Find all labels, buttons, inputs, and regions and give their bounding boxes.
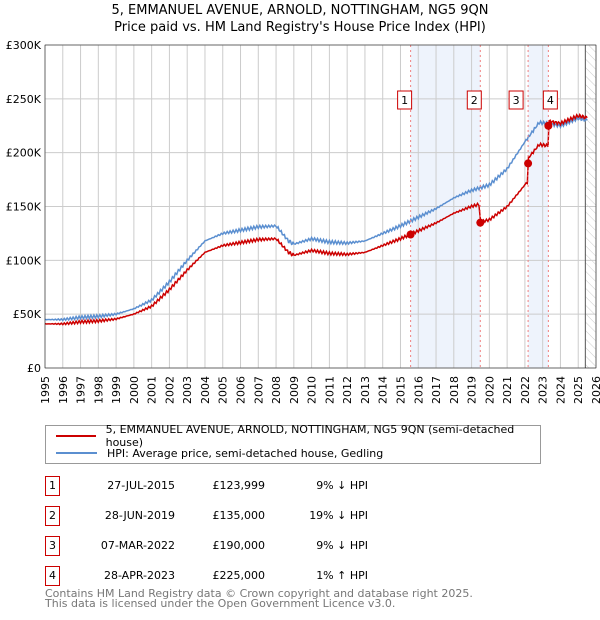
sale-hpi-diff: 9% ↓ HPI <box>316 539 368 552</box>
x-tick-label: 2012 <box>341 376 354 404</box>
y-tick-label: £250K <box>6 93 42 106</box>
x-tick-label: 1998 <box>92 376 105 404</box>
x-tick-label: 2016 <box>412 376 425 404</box>
sale-row: 4 28-APR-2023 £225,000 1% ↑ HPI <box>45 566 445 586</box>
y-tick-label: £300K <box>6 39 42 52</box>
sale-point <box>476 218 485 227</box>
y-tick-label: £200K <box>6 147 42 160</box>
x-tick-label: 1996 <box>57 376 70 404</box>
sale-label: 4 <box>547 94 554 107</box>
sale-number: 3 <box>45 536 60 556</box>
sale-date: 28-APR-2023 <box>103 569 175 582</box>
x-tick-label: 2006 <box>235 376 248 404</box>
sale-label: 1 <box>401 94 408 107</box>
sale-number: 4 <box>45 566 60 586</box>
x-tick-label: 2020 <box>483 376 496 404</box>
sale-price: £135,000 <box>212 509 266 522</box>
sale-label: 3 <box>513 94 520 107</box>
sale-price: £190,000 <box>212 539 266 552</box>
x-tick-label: 2000 <box>128 376 141 404</box>
footer-line-2: This data is licensed under the Open Gov… <box>45 597 396 610</box>
sale-hpi-diff: 1% ↑ HPI <box>316 569 368 582</box>
y-tick-label: £150K <box>6 201 42 214</box>
x-tick-label: 2017 <box>430 376 443 404</box>
sale-row: 2 28-JUN-2019 £135,000 19% ↓ HPI <box>45 506 445 526</box>
chart-subtitle: Price paid vs. HM Land Registry's House … <box>114 20 486 35</box>
x-tick-label: 2024 <box>554 376 567 404</box>
y-tick-label: £0 <box>27 362 41 375</box>
x-tick-label: 2003 <box>181 376 194 404</box>
plot-area: 1995 1996 1997 1998 1999 2000 2001 2002 2003 2004… <box>6 39 600 404</box>
x-tick-label: 2007 <box>252 376 265 404</box>
sale-label-box <box>397 90 413 110</box>
x-tick-label: 2010 <box>306 376 319 404</box>
hpi-line <box>44 115 588 322</box>
x-tick-label: 2014 <box>377 376 390 404</box>
x-tick-label: 1995 <box>39 376 52 404</box>
sale-label-box <box>466 90 482 110</box>
sale-label-box <box>508 90 524 110</box>
x-tick-label: 2019 <box>466 376 479 404</box>
sale-label-box <box>542 90 558 110</box>
sale-price: £123,999 <box>212 479 266 492</box>
chart-title: 5, EMMANUEL AVENUE, ARNOLD, NOTTINGHAM, … <box>111 3 489 18</box>
x-tick-label: 2008 <box>270 376 283 404</box>
x-tick-label: 1997 <box>75 376 88 404</box>
x-tick-label: 2015 <box>394 376 407 404</box>
x-tick-label: 2021 <box>501 376 514 404</box>
x-tick-label: 2002 <box>163 376 176 404</box>
plot-frame <box>44 44 597 369</box>
legend-swatch-property <box>56 435 96 437</box>
property-price-line <box>44 113 588 326</box>
sale-label: 2 <box>471 94 478 107</box>
x-tick-label: 2025 <box>572 376 585 404</box>
sale-date: 07-MAR-2022 <box>100 539 175 552</box>
y-tick-label: £100K <box>6 254 42 267</box>
legend: 5, EMMANUEL AVENUE, ARNOLD, NOTTINGHAM, … <box>45 423 541 464</box>
x-tick-label: 2011 <box>323 376 336 404</box>
sale-hpi-diff: 9% ↓ HPI <box>316 479 368 492</box>
legend-label-property: 5, EMMANUEL AVENUE, ARNOLD, NOTTINGHAM, … <box>105 423 515 449</box>
footer: Contains HM Land Registry data © Crown c… <box>45 587 473 610</box>
sale-point <box>544 121 553 130</box>
footer-line-1: Contains HM Land Registry data © Crown c… <box>45 587 473 600</box>
x-tick-label: 2018 <box>448 376 461 404</box>
sale-point <box>406 230 415 239</box>
sale-date: 27-JUL-2015 <box>107 479 175 492</box>
x-tick-label: 2026 <box>590 376 600 404</box>
sale-hpi-diff: 19% ↓ HPI <box>309 509 368 522</box>
x-tick-label: 2004 <box>199 376 212 404</box>
x-tick-label: 2005 <box>217 376 230 404</box>
sale-date: 28-JUN-2019 <box>104 509 175 522</box>
x-tick-label: 2001 <box>146 376 159 404</box>
sale-price: £225,000 <box>212 569 266 582</box>
x-tick-label: 1999 <box>110 376 123 404</box>
sale-row: 1 27-JUL-2015 £123,999 9% ↓ HPI <box>45 476 445 496</box>
sale-number: 2 <box>45 506 60 526</box>
legend-label-hpi: HPI: Average price, semi-detached house,… <box>107 446 384 460</box>
x-tick-label: 2023 <box>537 376 550 404</box>
x-tick-label: 2009 <box>288 376 301 404</box>
x-tick-label: 2013 <box>359 376 372 404</box>
sale-row: 3 07-MAR-2022 £190,000 9% ↓ HPI <box>45 536 445 556</box>
sale-point <box>524 159 533 168</box>
x-tick-label: 2022 <box>519 376 532 404</box>
y-tick-label: £50K <box>13 308 42 321</box>
legend-swatch-hpi <box>56 452 97 454</box>
sale-number: 1 <box>45 476 60 496</box>
